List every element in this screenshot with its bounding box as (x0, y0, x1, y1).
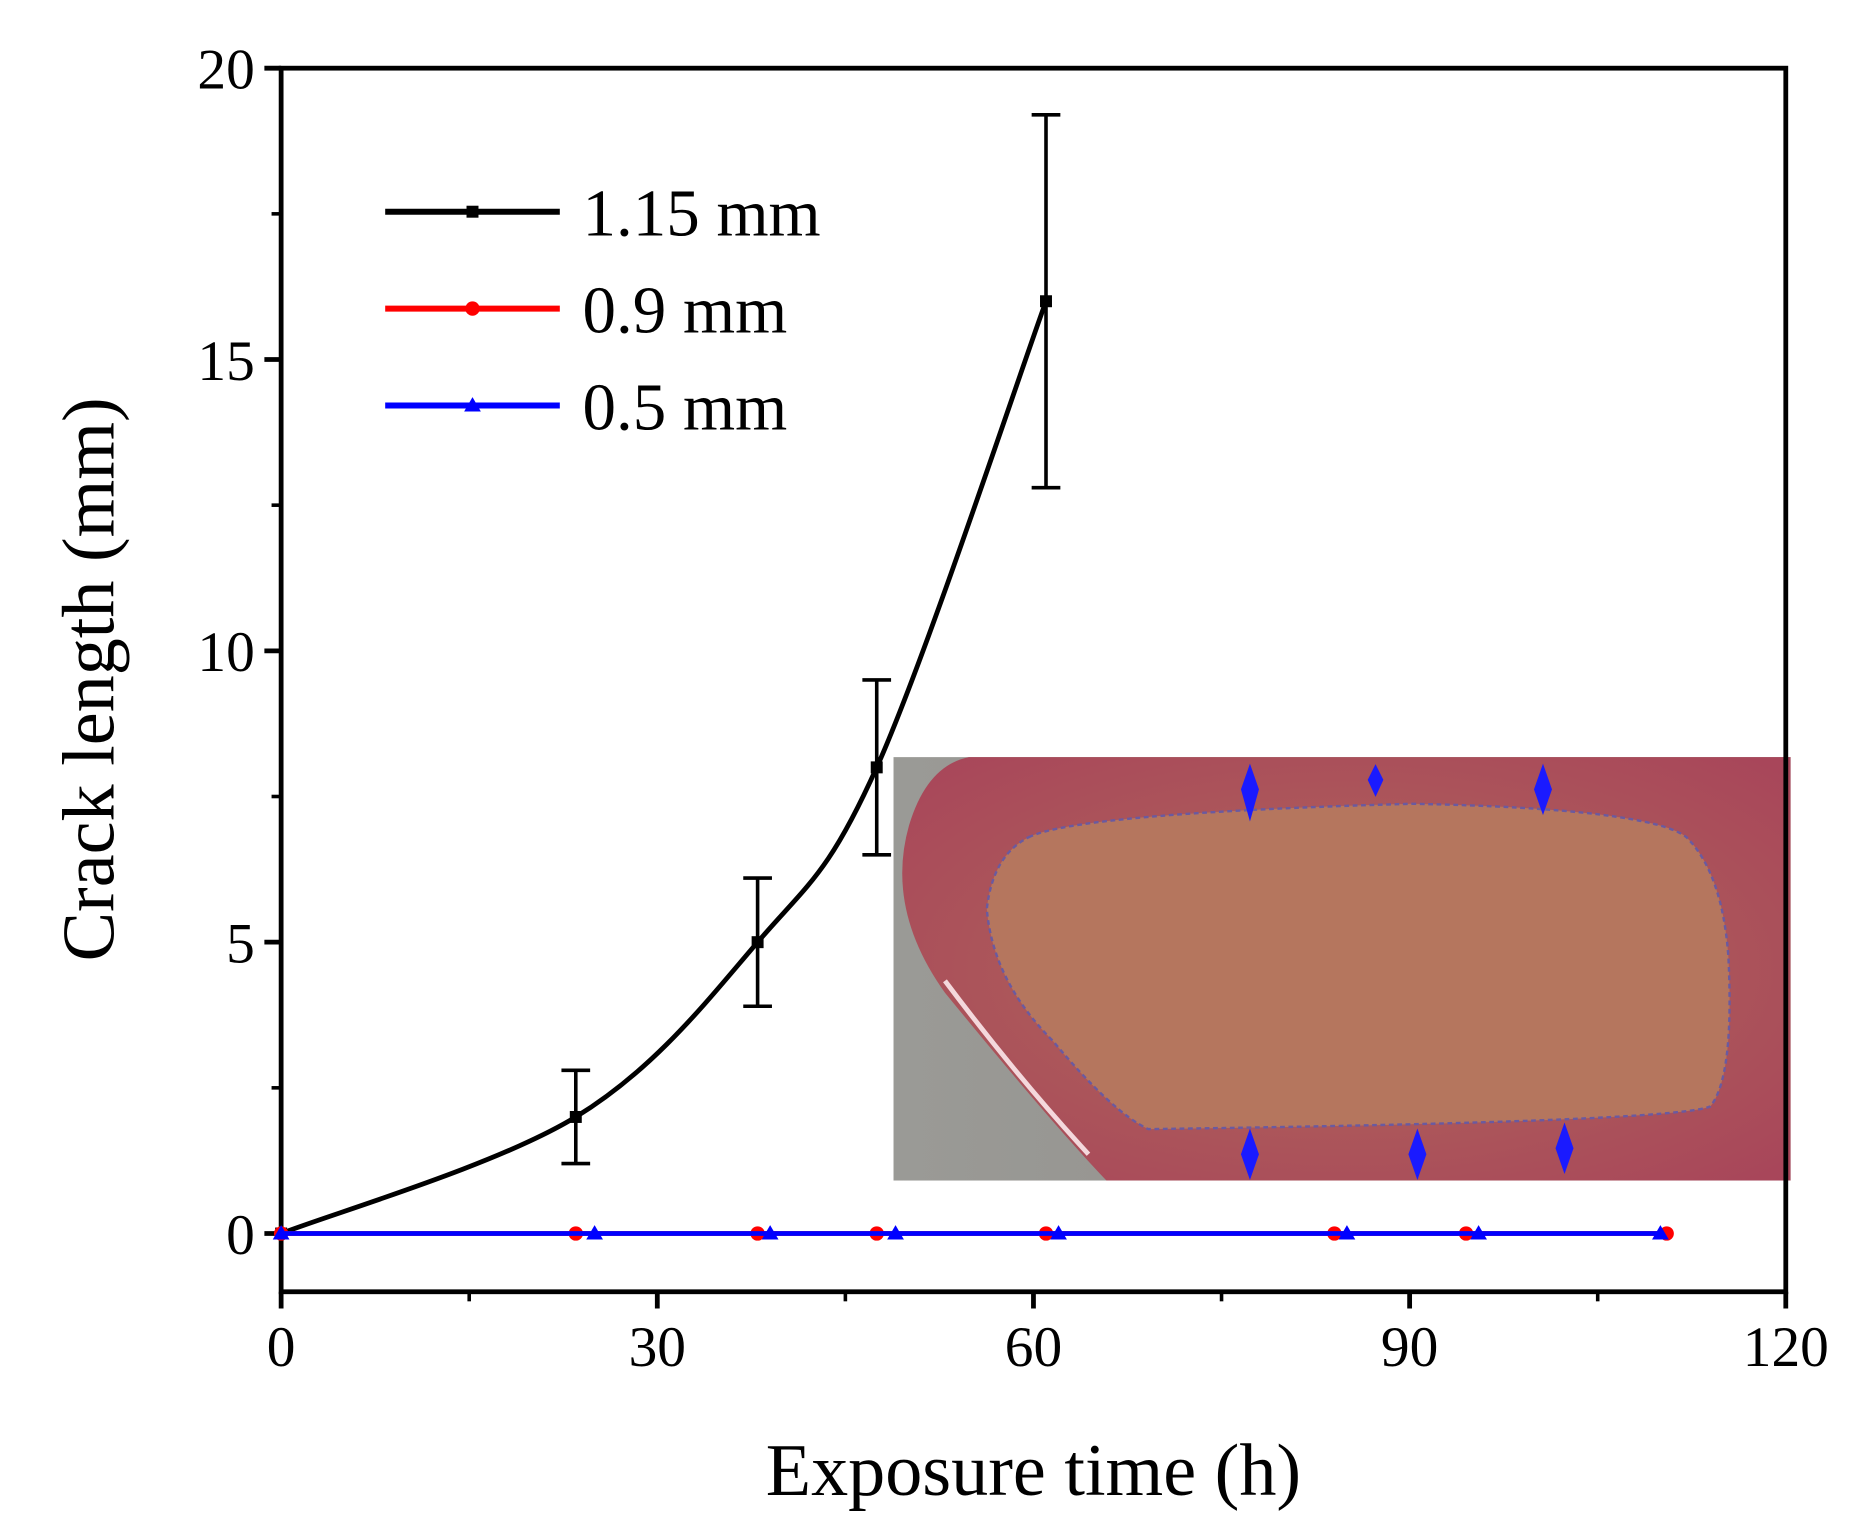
marker (1338, 1225, 1356, 1240)
marker (751, 936, 764, 949)
marker (870, 761, 883, 774)
marker (466, 205, 479, 218)
series-line (280, 300, 1049, 1236)
marker (887, 1225, 904, 1240)
legend-label: 0.9 mm (583, 274, 788, 348)
x-axis-title: Exposure time (h) (766, 1430, 1301, 1512)
y-tick-label: 10 (197, 621, 254, 684)
marker (569, 1110, 582, 1123)
marker (761, 1225, 779, 1240)
y-axis-title: Crack length (mm) (49, 397, 131, 961)
marker (586, 1225, 603, 1240)
x-tick-label: 0 (267, 1316, 296, 1379)
marker (1040, 295, 1052, 308)
y-tick-label: 20 (197, 39, 254, 102)
marker (1470, 1225, 1487, 1240)
y-tick-label: 0 (226, 1204, 255, 1267)
y-tick-label: 5 (226, 913, 255, 976)
x-tick-label: 60 (1005, 1316, 1062, 1379)
marker (1652, 1225, 1669, 1240)
x-tick-label: 30 (629, 1316, 686, 1379)
marker (1050, 1225, 1067, 1240)
y-tick-label: 15 (197, 330, 254, 393)
marker (465, 301, 480, 316)
marker (464, 397, 481, 412)
legend-label: 1.15 mm (583, 177, 821, 251)
inset-photo (893, 757, 1791, 1181)
marker (272, 1225, 290, 1240)
legend-label: 0.5 mm (583, 370, 788, 444)
x-tick-label: 90 (1381, 1316, 1438, 1379)
x-tick-label: 120 (1743, 1316, 1829, 1379)
